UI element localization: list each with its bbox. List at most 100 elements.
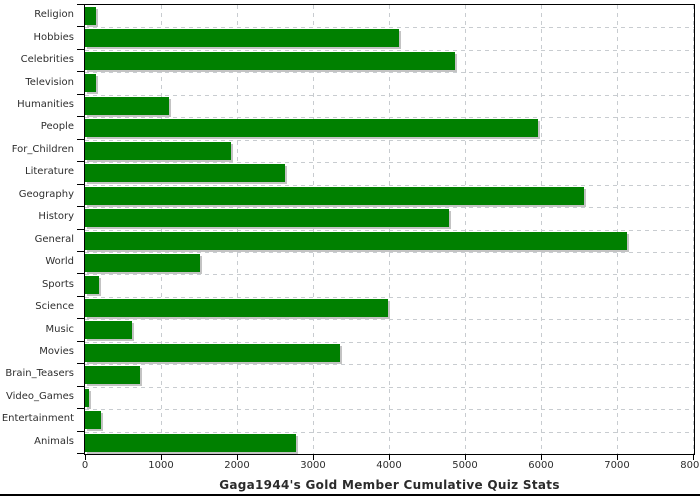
x-gridline [617,5,618,454]
y-axis-tick [77,318,84,319]
y-axis-tick [77,408,84,409]
y-gridline [85,117,694,118]
bar-science [85,299,388,317]
y-axis-label-celebrities: Celebrities [20,54,74,65]
x-gridline [237,5,238,454]
y-gridline [85,50,694,51]
y-gridline [85,364,694,365]
x-axis-tick [541,455,542,460]
x-axis-tick [237,455,238,460]
y-gridline [85,252,694,253]
bar-movies [85,344,340,362]
bar-world [85,254,200,272]
bar-history [85,209,449,227]
y-axis-tick [77,184,84,185]
x-axis-label-8000: 8000 [680,460,700,471]
x-gridline [541,5,542,454]
y-axis-tick [77,139,84,140]
y-axis-label-video_games: Video_Games [6,391,74,402]
bar-literature [85,164,285,182]
bar-general [85,232,627,250]
chart-title: Gaga1944's Gold Member Cumulative Quiz S… [219,478,560,492]
y-axis-label-science: Science [35,301,74,312]
bar-video_games [85,389,89,407]
y-axis-tick [77,363,84,364]
y-axis-tick [77,251,84,252]
y-axis-label-literature: Literature [25,166,74,177]
y-gridline [85,319,694,320]
y-axis-tick [77,206,84,207]
bar-animals [85,434,296,452]
y-axis-tick [77,71,84,72]
x-axis-tick [465,455,466,460]
y-axis-tick [77,161,84,162]
x-axis-label-4000: 4000 [376,460,402,471]
y-gridline [85,432,694,433]
bar-humanities [85,97,169,115]
y-gridline [85,387,694,388]
y-axis-label-people: People [40,121,74,132]
y-axis-label-general: General [34,234,74,245]
y-gridline [85,297,694,298]
bar-for_children [85,142,231,160]
x-axis-tick [161,455,162,460]
y-gridline [85,409,694,410]
y-axis-label-sports: Sports [41,279,74,290]
y-gridline [85,140,694,141]
y-axis-label-geography: Geography [18,189,74,200]
bottom-divider-line [0,494,700,496]
y-axis-label-world: World [45,256,74,267]
y-gridline [85,230,694,231]
y-gridline [85,72,694,73]
x-axis-label-1000: 1000 [148,460,174,471]
x-gridline [389,5,390,454]
y-axis-label-hobbies: Hobbies [33,32,74,43]
y-axis-tick [77,26,84,27]
y-axis-tick [77,229,84,230]
x-axis-label-3000: 3000 [300,460,326,471]
x-axis-label-2000: 2000 [224,460,250,471]
y-axis-label-television: Television [25,77,74,88]
y-gridline [85,95,694,96]
x-axis-label-0: 0 [81,460,89,471]
bar-hobbies [85,29,399,47]
y-gridline [85,27,694,28]
y-axis-tick [77,116,84,117]
y-axis-label-religion: Religion [34,9,74,20]
y-axis-tick [77,453,84,454]
y-axis-label-brain_teasers: Brain_Teasers [5,368,74,379]
y-axis-tick [77,296,84,297]
x-gridline [465,5,466,454]
y-axis-label-music: Music [45,324,74,335]
x-gridline [313,5,314,454]
y-gridline [85,342,694,343]
bar-sports [85,276,99,294]
bar-celebrities [85,52,455,70]
y-axis-tick [77,386,84,387]
y-axis-tick [77,94,84,95]
y-gridline [85,185,694,186]
y-axis-tick [77,273,84,274]
y-gridline [85,207,694,208]
bar-music [85,321,132,339]
bar-people [85,119,538,137]
y-axis-label-entertainment: Entertainment [1,413,74,424]
bar-television [85,74,96,92]
x-axis-label-6000: 6000 [528,460,554,471]
x-axis-tick [389,455,390,460]
bar-brain_teasers [85,366,140,384]
x-axis-tick [693,455,694,460]
x-gridline [693,5,694,454]
bar-entertainment [85,411,101,429]
y-axis-label-animals: Animals [34,436,74,447]
x-axis-label-7000: 7000 [604,460,630,471]
y-axis-label-history: History [38,211,74,222]
x-axis-label-5000: 5000 [452,460,478,471]
y-axis-label-for_children: For_Children [11,144,74,155]
x-axis-tick [85,455,86,460]
y-axis-tick [77,49,84,50]
bar-religion [85,7,96,25]
x-axis-tick [617,455,618,460]
plot-area [84,4,695,455]
